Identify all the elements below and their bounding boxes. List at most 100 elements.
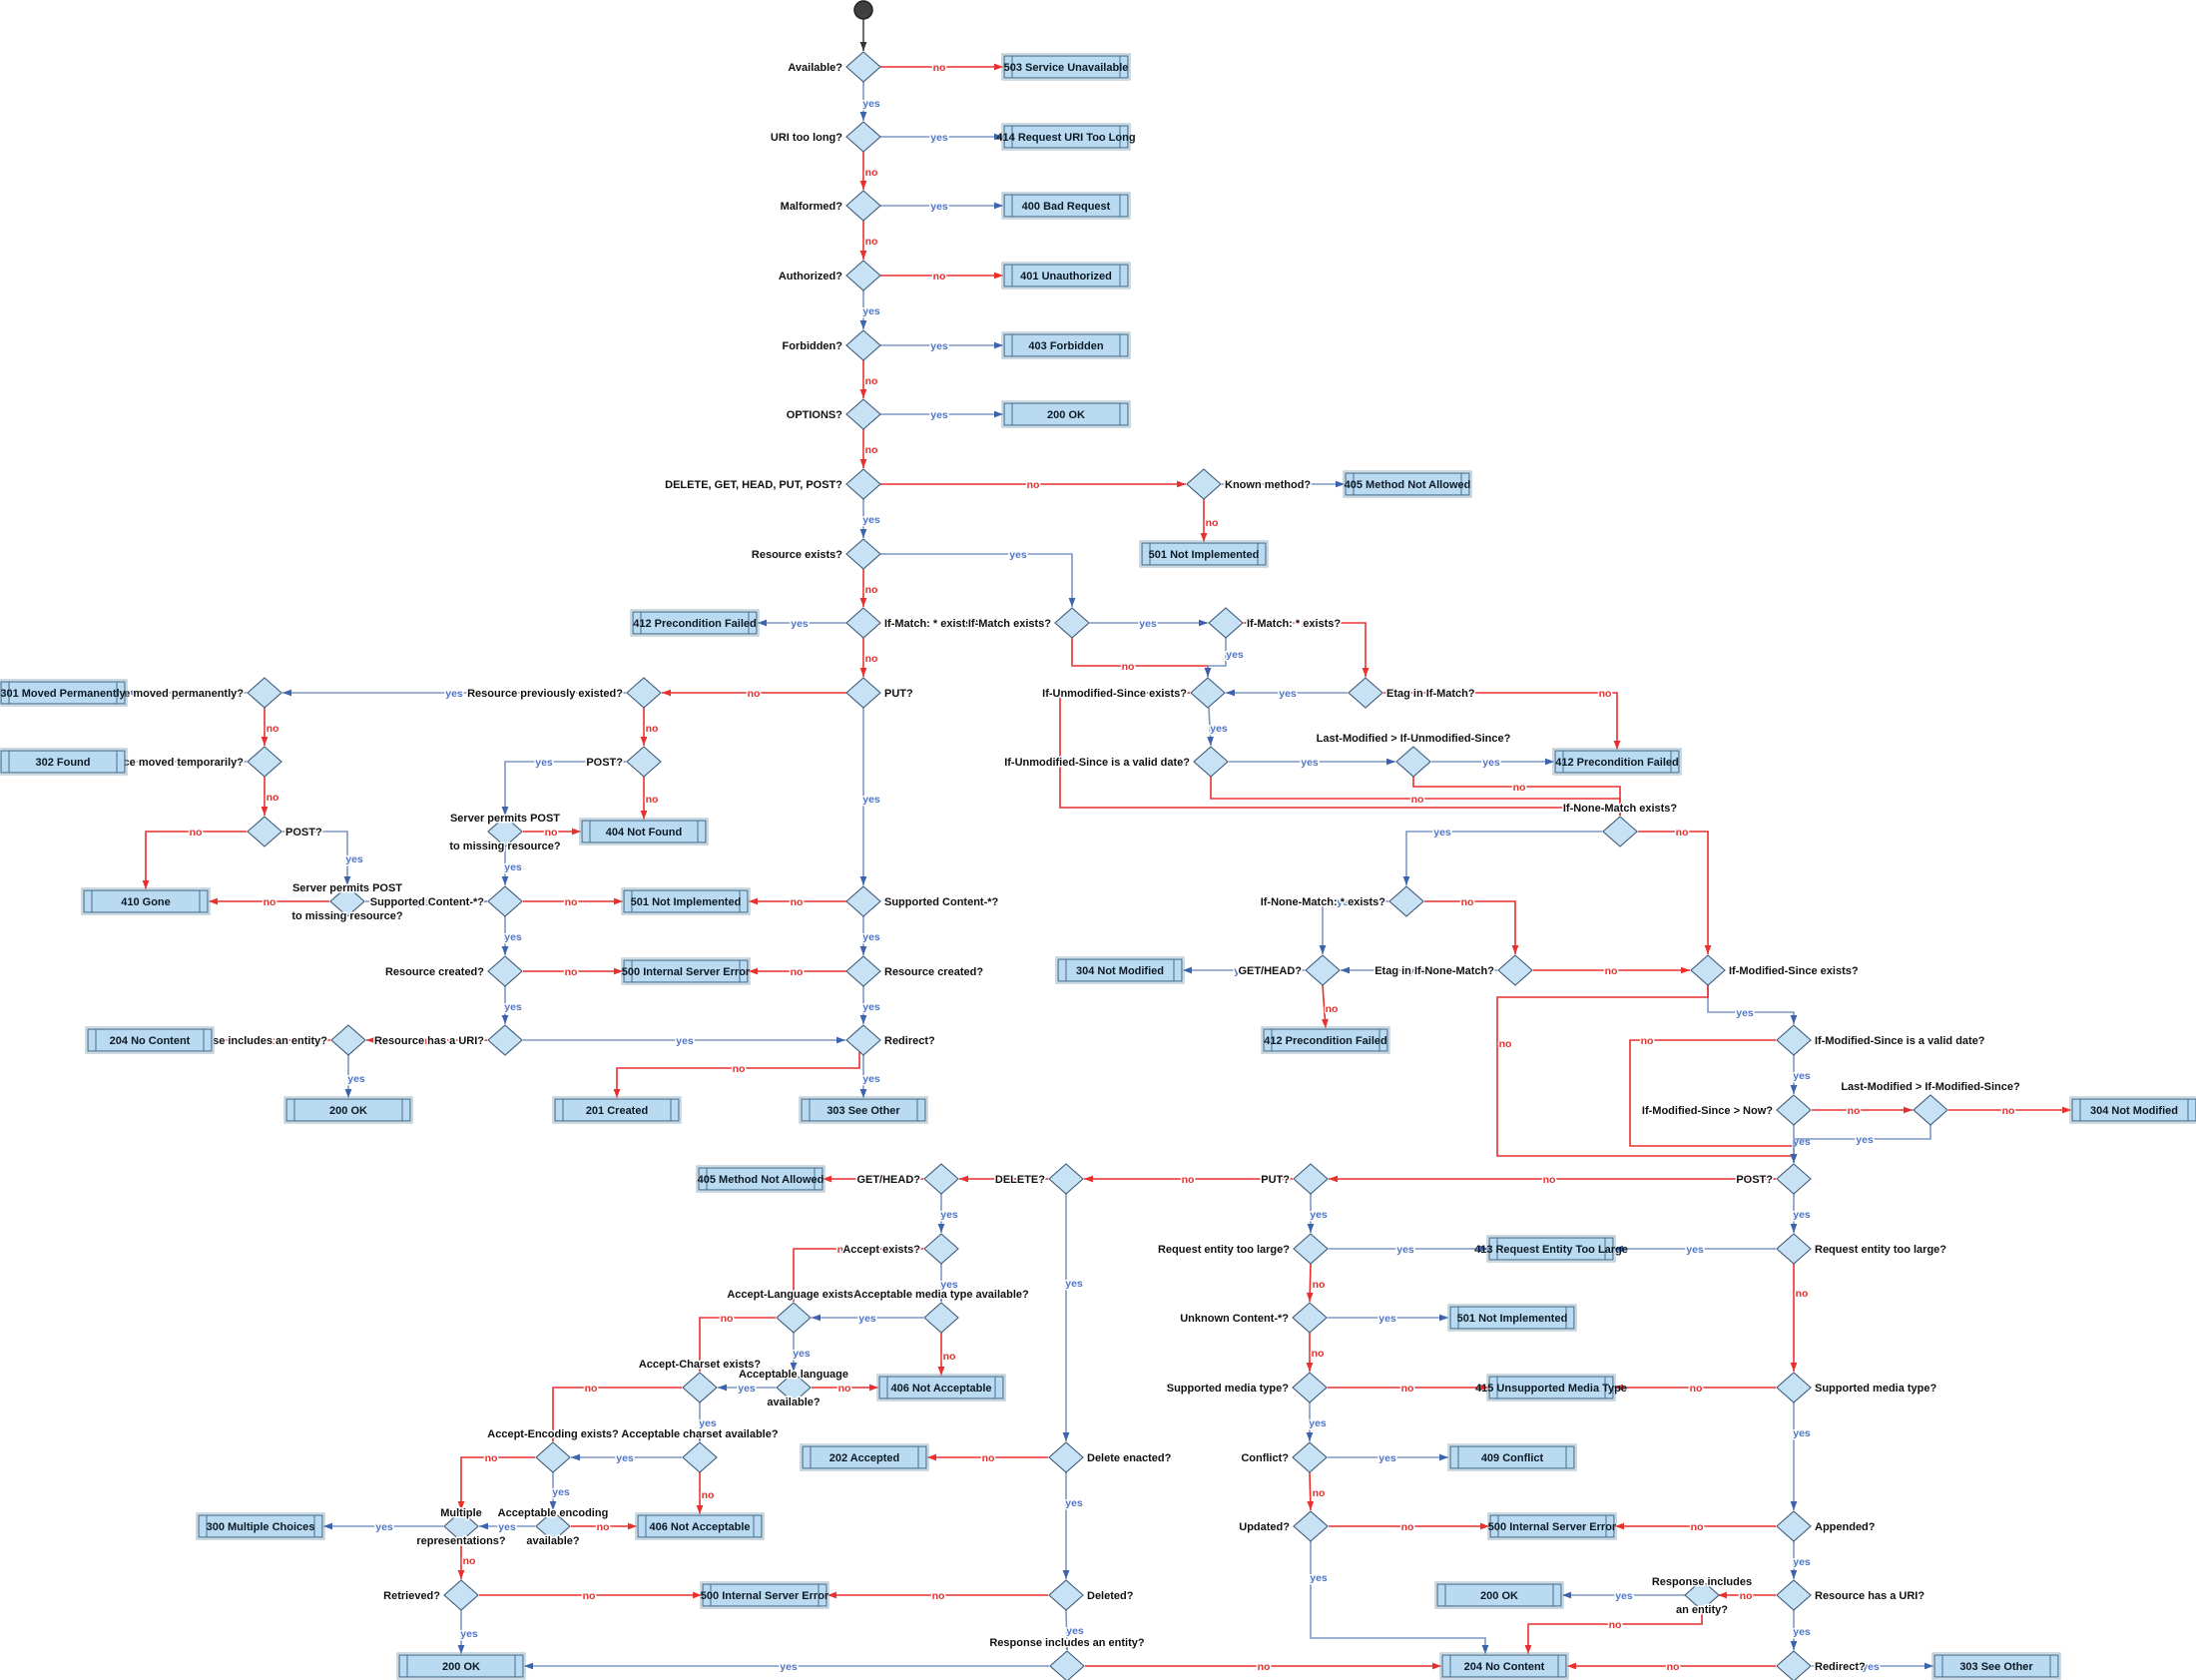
edge-start-available-plain [859,19,867,51]
edge-knownmethod-b405a-yes: yes [1222,477,1345,492]
edge-acceptex-acclang-no: no [790,1242,923,1302]
edge-etagifnone-getheadr-yes: yes [1341,963,1497,978]
decision-known-method: Known method? [1186,468,1313,500]
edge-createdm-b500a-no: no [749,964,846,979]
edge-label-no: no [865,167,878,179]
edge-options-methods-no: no [859,429,879,468]
edge-urilong-malformed-no: no [859,152,879,190]
decision-acceptable-charset-available: Acceptable charset available? [620,1427,780,1473]
edge-label-yes: yes [552,1486,570,1498]
edge-label-yes: yes [1793,1427,1811,1439]
decision-post: POST? [1735,1163,1812,1195]
decision-get-head: GET/HEAD? [855,1163,959,1195]
edge-getheadr-b412c-no: no [1321,984,1340,1029]
decision-label: Etag in If-None-Match? [1374,965,1494,977]
edge-label-no: no [1122,661,1135,673]
decision-get-head: GET/HEAD? [1237,954,1341,986]
decision-etag-in-if-none-match: Etag in If-None-Match? [1373,954,1533,986]
status-box-label: 300 Multiple Choices [207,1521,315,1533]
edge-label-yes: yes [780,1661,798,1673]
edge-sppm2-b410-no: no [209,894,329,909]
edge-sppm1-b404-no: no [523,825,581,840]
edge-label-yes: yes [791,618,809,630]
edge-accmedia-acclang-yes: yes [812,1311,923,1326]
edge-label-yes: yes [1482,757,1500,769]
edge-putb-reqlargel-yes: yes [1307,1194,1329,1233]
edge-putb-deleteb-no: no [1084,1172,1293,1187]
edge-label-yes: yes [1793,1070,1811,1082]
edge-label-no: no [1667,1661,1680,1673]
decision-options: OPTIONS? [785,398,881,430]
status-box-label: 500 Internal Server Error [622,966,751,978]
edge-label-yes: yes [1396,1244,1414,1256]
edge-ifunmodvalid-ifnoneex-no: no [1210,777,1624,816]
status-box-303-see-other: 303 See Other [1931,1652,2061,1680]
decision-retrieved: Retrieved? [382,1579,479,1611]
edge-accencav-multreps-yes: yes [479,1519,535,1534]
edge-acccharset-acccharsav-yes: yes [696,1402,718,1441]
status-box-413-request-entity-too-large: 413 Request Entity Too Large [1474,1235,1628,1263]
edge-resexists-ifmatchstarl-no: no [859,569,879,607]
edge-retrieved-b200d-yes: yes [457,1610,479,1654]
decision-redirect: Redirect? [1776,1650,1868,1680]
edge-label-no: no [545,827,558,839]
status-box-412-precondition-failed: 412 Precondition Failed [1552,748,1682,776]
status-box-410-gone: 410 Gone [81,887,211,915]
decision-label: Forbidden? [783,340,843,352]
decision-label: POST? [1736,1174,1773,1186]
status-box-label: 405 Method Not Allowed [698,1174,824,1186]
edge-label-no: no [585,1383,598,1395]
edge-postr-sppm1-yes: yes [501,755,626,816]
edge-label-no: no [933,271,946,282]
edge-ifnonestar-etagifnone-no: no [1424,894,1519,954]
decision-label: Supported Content-*? [884,896,999,908]
edge-acclang-acccharset-no: no [696,1311,776,1372]
edge-sppm1-suppcontl-yes: yes [501,846,523,885]
edge-label-yes: yes [1793,1136,1811,1148]
status-box-label: 200 OK [1047,409,1085,421]
status-box-405-method-not-allowed: 405 Method Not Allowed [1343,470,1472,498]
decision-acceptable-language-available: Acceptable language available? [737,1368,849,1410]
decision-last-modified-if-modified-since: Last-Modified > If-Modified-Since? [1840,1080,2021,1126]
status-box-200-ok: 200 OK [1434,1581,1564,1609]
edge-label-yes: yes [858,1313,876,1325]
decision-delete-get-head-put-post: DELETE, GET, HEAD, PUT, POST? [664,468,881,500]
decision-label: Delete enacted? [1087,1452,1172,1464]
edge-malformed-authorized-no: no [859,221,879,260]
decision-accept-language-exists: Accept-Language exists? [726,1288,861,1334]
edge-acccharset-accenc-no: no [549,1381,682,1441]
edge-deleted-b500c-no: no [827,1588,1048,1603]
decision-deleted: Deleted? [1048,1579,1135,1611]
decision-label: Resource previously existed? [467,688,623,700]
edge-ifmatchstarl-putmid-no: no [859,638,879,677]
edge-label-no: no [463,1555,476,1567]
edge-suppcontm-b501b-no: no [749,894,846,909]
decision-accept-charset-exists: Accept-Charset exists? [637,1358,763,1403]
edge-createdl-hasuril-yes: yes [501,986,523,1024]
status-box-301-moved-permanently: 301 Moved Permanently [0,679,128,707]
edge-retrieved-b500c-no: no [479,1588,702,1603]
edge-urilong-b414-yes: yes [880,130,1003,145]
decision-label: Accept exists? [842,1244,920,1256]
decision-label: Acceptable charset available? [621,1428,778,1440]
edge-label-yes: yes [1301,757,1319,769]
edge-respentr-b200c-yes: yes [1562,1588,1686,1603]
edge-label-yes: yes [347,1073,365,1085]
edge-label-yes: yes [738,1383,756,1395]
status-box-501-not-implemented: 501 Not Implemented [1139,540,1269,568]
decision-label: Supported media type? [1167,1383,1290,1395]
edge-respentb-b200d-yes: yes [524,1659,1049,1674]
edge-label-yes: yes [1433,827,1451,839]
decision-malformed: Malformed? [779,190,881,222]
edge-getheadb-acceptex-yes: yes [937,1194,959,1233]
status-box-503-service-unavailable: 503 Service Unavailable [1001,53,1131,81]
edge-movedtemp-b302-yes: yes [126,755,247,770]
edge-label-yes: yes [930,409,948,421]
edge-label-yes: yes [460,1628,478,1640]
decision-if-modified-since-is-a-valid-date: If-Modified-Since is a valid date? [1776,1024,1986,1056]
edge-label-yes: yes [504,931,522,943]
edge-prevexisted-movedperm-yes: yes [282,686,626,701]
edge-label-no: no [1599,688,1612,700]
edge-label-yes: yes [1793,1626,1811,1638]
status-box-406-not-acceptable: 406 Not Acceptable [635,1512,765,1540]
